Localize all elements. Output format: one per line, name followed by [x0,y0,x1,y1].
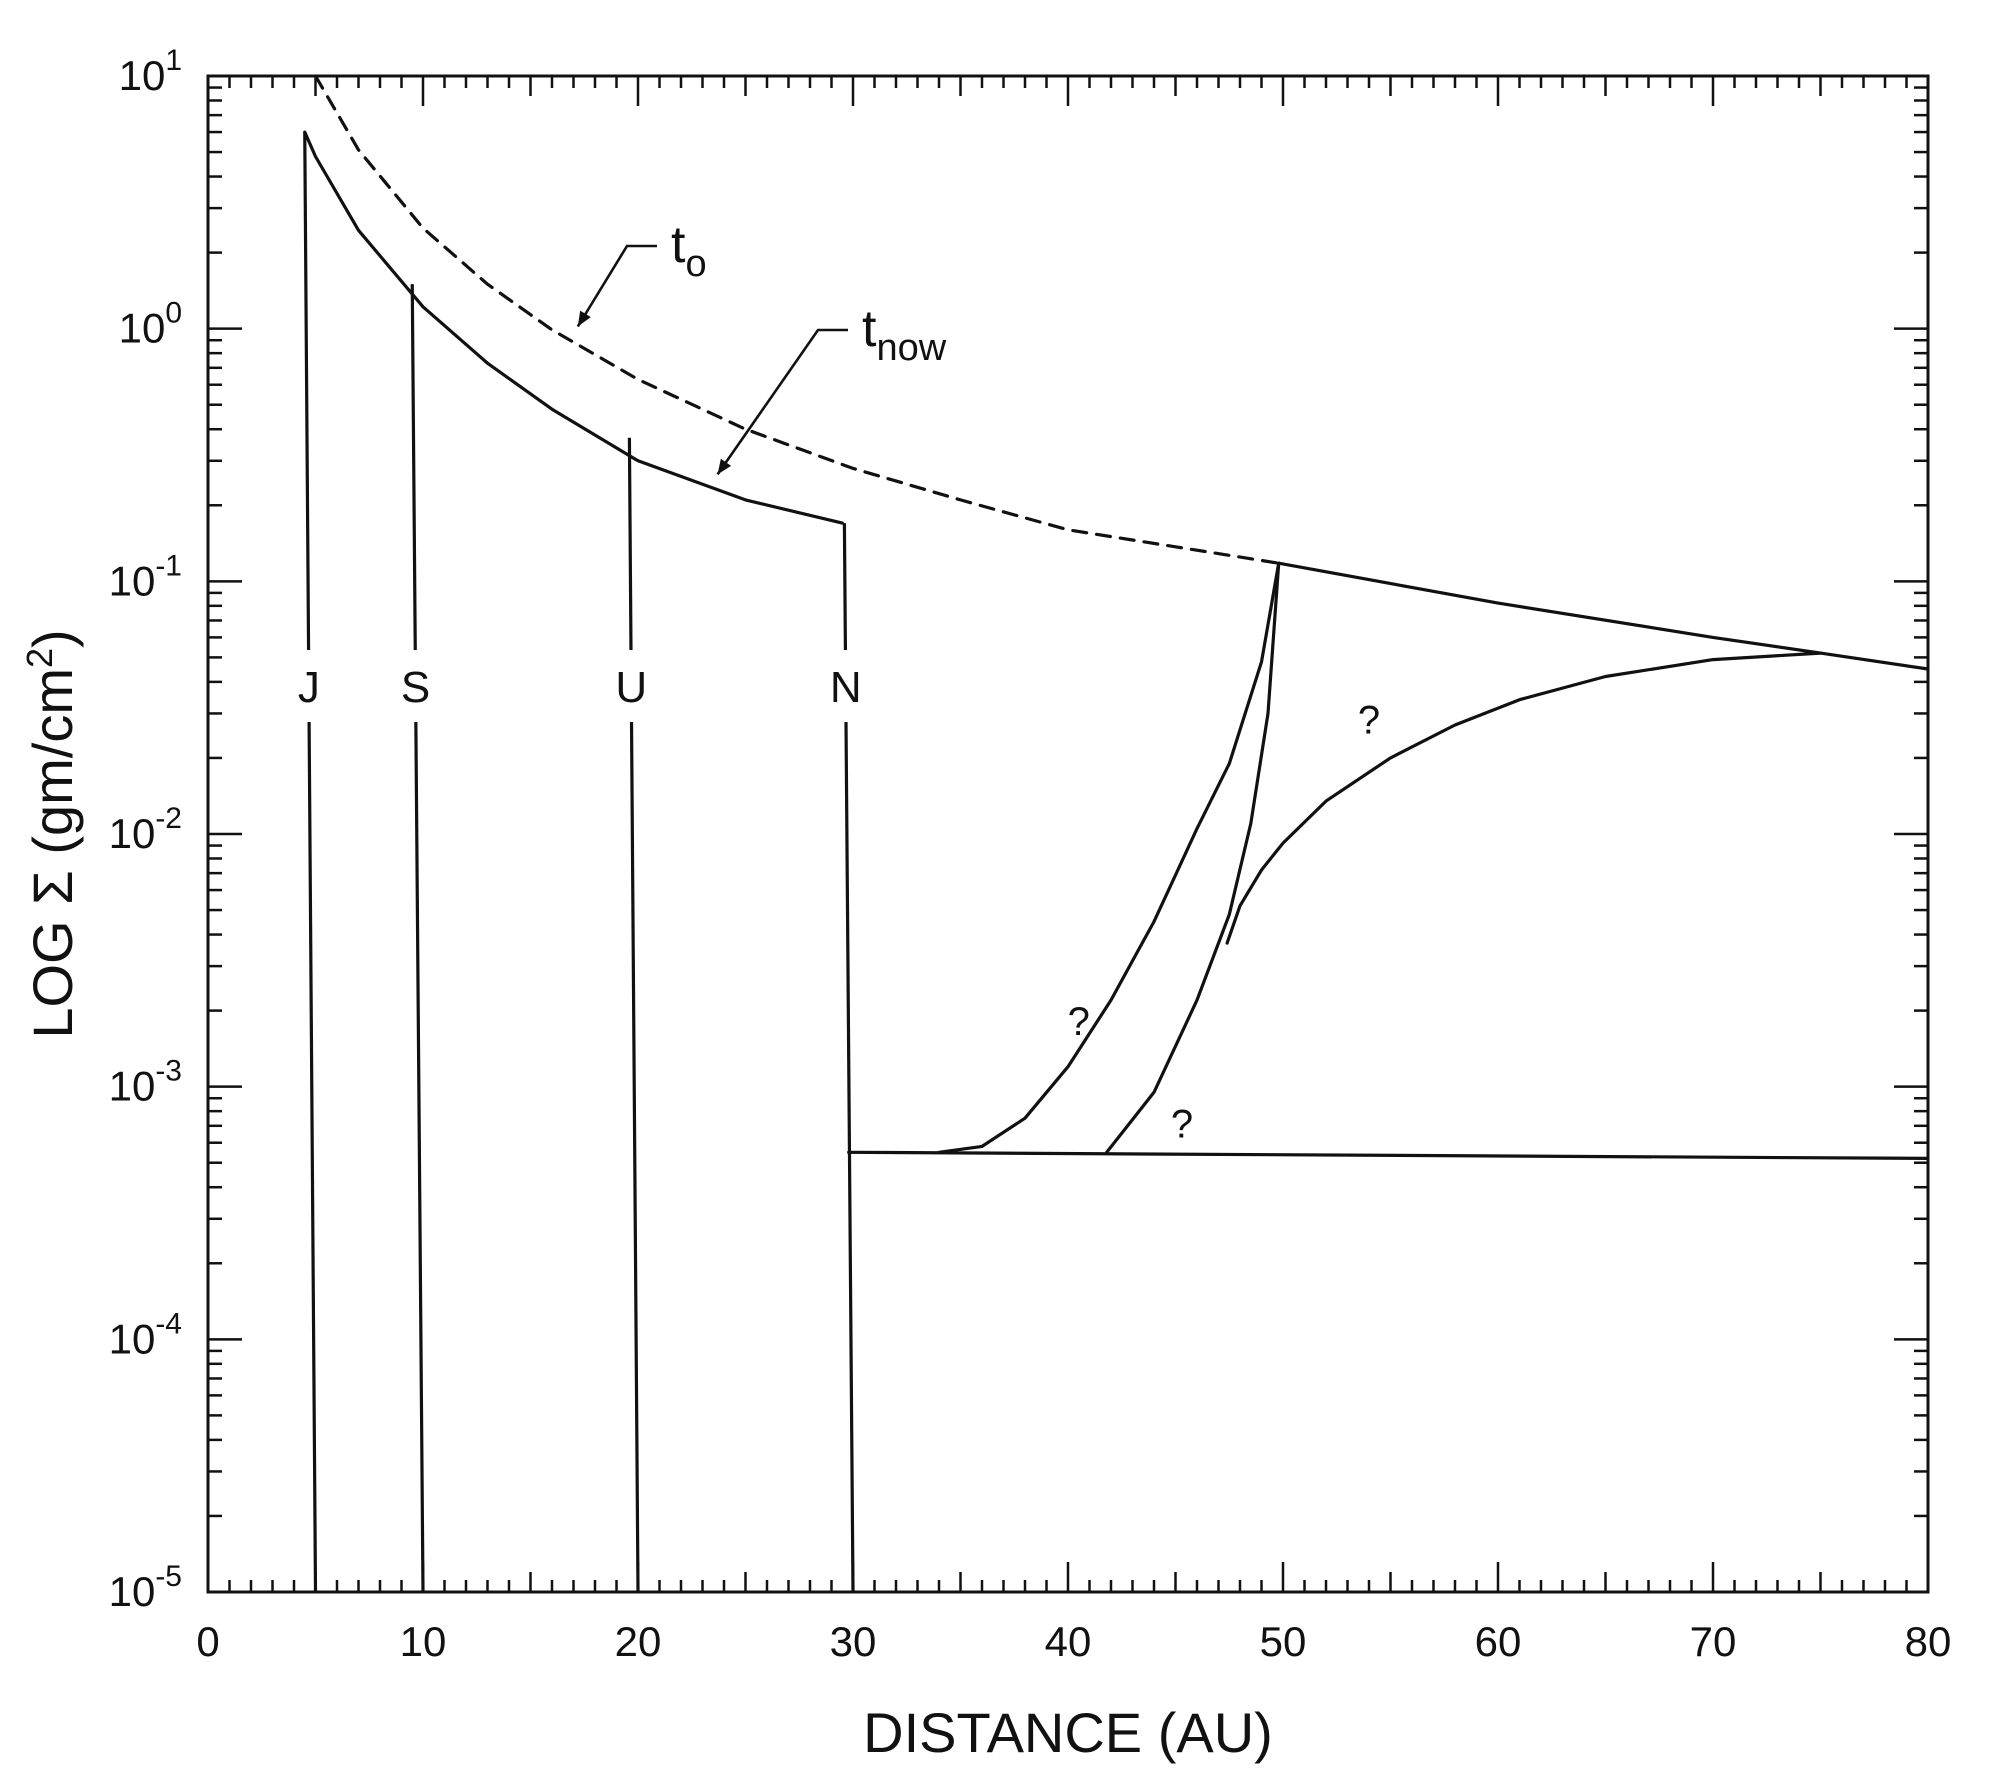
x-tick-label: 80 [1905,1618,1952,1665]
y-tick-exponent: 1 [165,44,182,77]
y-tick-label: 10-2 [109,802,182,857]
series-line-to [313,74,1281,565]
x-tick-label: 60 [1475,1618,1522,1665]
tick-labels: 0 10 20 30 40 50 60 70 8010110010-110-210-310-41… [109,44,1952,1665]
planet-line-U [627,437,633,651]
planet-line-J [303,132,311,651]
planet-line-U [629,721,640,1593]
y-axis-title: LOG Σ (gm/cm2) [19,629,85,1038]
series-line-scenario-steep [937,561,1281,1154]
y-tick-base: 10 [109,557,156,604]
x-tick-label: 0 [196,1618,219,1665]
planet-label-J: J [298,663,320,712]
x-tick-label: 40 [1045,1618,1092,1665]
callout-leader-tnow [716,328,848,476]
y-axis-title-suffix: ) [21,629,84,648]
series-label-t0: to [671,216,707,285]
x-axis-title: DISTANCE (AU) [863,1701,1273,1764]
callout-arrowhead-tnow [717,458,732,475]
y-tick-base: 10 [119,305,166,352]
planet-line-S [414,721,425,1593]
plot-frame [206,74,1930,1594]
series-layer [303,74,1930,1161]
question-mark: ? [1068,1000,1090,1044]
x-tick-label: 30 [830,1618,877,1665]
y-tick-label: 10-5 [109,1560,182,1615]
x-tick-label: 10 [400,1618,447,1665]
series-label-tnow: tnow [862,300,947,369]
y-tick-exponent: 0 [165,297,182,330]
question-mark: ? [1171,1102,1193,1146]
y-tick-exponent: -2 [155,802,182,835]
x-tick-label: 20 [615,1618,662,1665]
y-axis-title-sup: 2 [19,648,60,668]
y-tick-label: 101 [119,44,182,99]
series-line-scenario-slow [1225,651,1823,945]
series-label-sub: now [876,327,946,369]
x-tick-label: 70 [1690,1618,1737,1665]
axis-ticks [206,74,1930,1594]
y-tick-base: 10 [119,52,166,99]
question-mark: ? [1358,698,1380,742]
y-tick-label: 100 [119,297,182,352]
planet-label-S: S [401,663,430,712]
series-line-tnow [303,130,844,525]
y-tick-exponent: -4 [155,1307,182,1340]
x-tick-label: 50 [1260,1618,1307,1665]
planet-line-S [410,284,417,651]
planet-line-N [842,523,848,651]
planet-label-N: N [830,663,862,712]
series-label-main: t [862,300,877,358]
y-tick-base: 10 [109,1315,156,1362]
planet-line-N [844,721,855,1593]
y-tick-base: 10 [109,810,156,857]
y-tick-exponent: -1 [155,549,182,582]
planet-label-U: U [615,663,647,712]
series-line-floor [847,1150,1930,1161]
callout-arrowhead-t0 [577,310,591,327]
y-tick-label: 10-1 [109,549,182,604]
series-line-outer-profile [1277,561,1930,671]
series-line-scenario-mid [1105,561,1281,1154]
planet-line-J [307,721,318,1593]
y-tick-label: 10-3 [109,1055,182,1110]
series-label-main: t [671,216,686,274]
callout-leader-t0 [576,244,657,328]
y-axis-title-prefix: LOG Σ (gm/cm [21,668,84,1039]
y-tick-base: 10 [109,1568,156,1615]
y-tick-label: 10-4 [109,1307,182,1362]
y-tick-exponent: -5 [155,1560,182,1593]
y-tick-base: 10 [109,1063,156,1110]
series-label-sub: o [685,243,706,285]
y-tick-exponent: -3 [155,1055,182,1088]
